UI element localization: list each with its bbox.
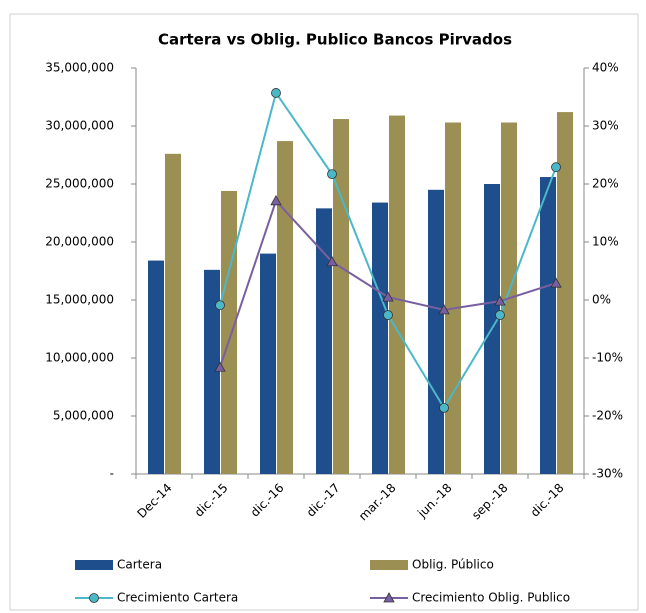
y-tick-label: 10,000,000	[45, 351, 114, 365]
y2-tick-label: 0%	[592, 293, 611, 307]
legend-label: Crecimiento Oblig. Publico	[412, 591, 570, 605]
bar	[557, 112, 573, 474]
marker	[214, 361, 226, 372]
y2-tick-label: 30%	[592, 119, 619, 133]
marker	[270, 194, 282, 206]
bar	[260, 253, 276, 474]
y2-tick-label: 10%	[592, 235, 619, 249]
y2-tick-label: 20%	[592, 177, 619, 191]
bar	[165, 153, 181, 474]
marker	[326, 255, 338, 267]
chart-title: Cartera vs Oblig. Publico Bancos Pirvado…	[158, 31, 512, 49]
y2-tick-label: -20%	[592, 409, 623, 423]
marker	[439, 402, 449, 413]
y-tick-label: 15,000,000	[45, 293, 114, 307]
legend-label: Crecimiento Cartera	[117, 591, 238, 605]
y2-tick-label: -30%	[592, 467, 623, 481]
marker	[551, 162, 561, 173]
marker	[495, 310, 505, 320]
legend-swatch	[370, 560, 408, 570]
marker	[383, 310, 393, 320]
legend-label: Oblig. Público	[412, 558, 494, 572]
legend-marker	[89, 593, 99, 603]
marker	[382, 291, 394, 302]
bar	[372, 202, 388, 474]
bar	[204, 269, 220, 474]
y-tick-label: 25,000,000	[45, 177, 114, 191]
bar	[540, 177, 556, 475]
bar	[389, 115, 405, 474]
marker	[438, 304, 450, 315]
y-tick-label: 35,000,000	[45, 61, 114, 75]
marker	[327, 169, 337, 180]
bar	[445, 122, 461, 475]
marker	[271, 88, 281, 98]
legend-label: Cartera	[117, 558, 162, 572]
bar	[221, 190, 237, 474]
y2-tick-label: -10%	[592, 351, 623, 365]
legend-marker	[383, 592, 395, 603]
marker	[494, 295, 506, 306]
y-tick-label: 20,000,000	[45, 235, 114, 249]
bar	[428, 189, 444, 475]
y-tick-label: 30,000,000	[45, 119, 114, 133]
marker	[215, 300, 225, 311]
legend-swatch	[75, 560, 113, 570]
marker	[550, 277, 562, 288]
bar	[316, 208, 332, 475]
y2-tick-label: 40%	[592, 61, 619, 75]
y-tick-label: 5,000,000	[53, 409, 114, 423]
bar	[277, 141, 293, 474]
y-tick-label: -	[110, 467, 114, 481]
bar	[148, 260, 164, 474]
